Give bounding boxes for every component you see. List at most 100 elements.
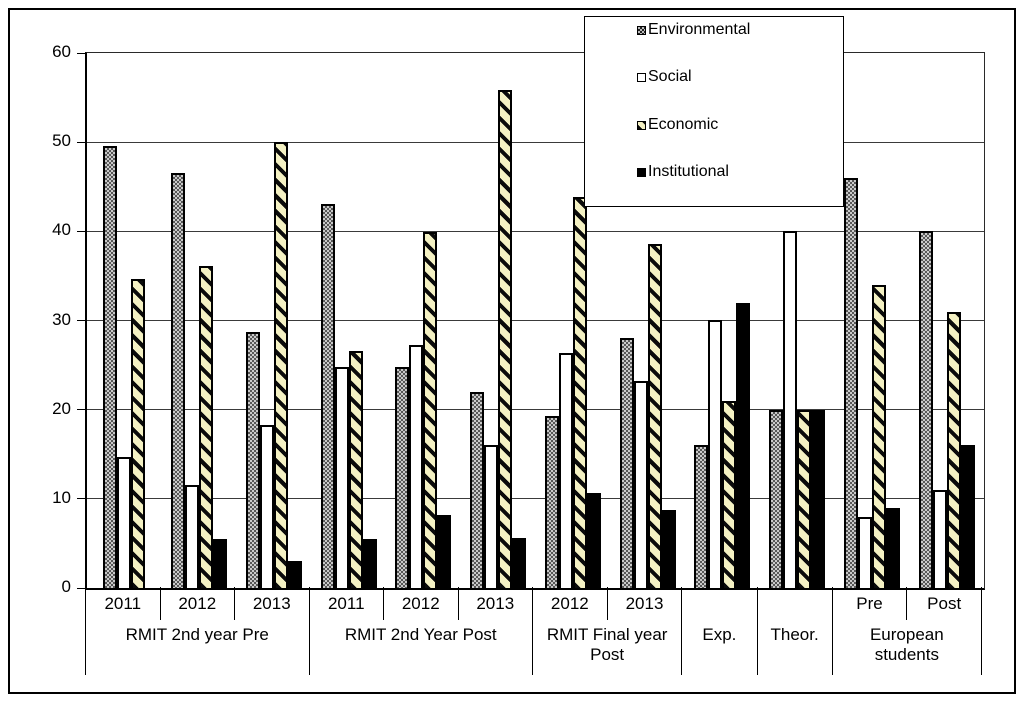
- bar-institutional: [811, 410, 826, 588]
- bar-institutional: [661, 510, 676, 588]
- group-label: Theor.: [770, 625, 819, 644]
- bar-cluster: [311, 53, 386, 588]
- bar-environmental: [395, 367, 410, 588]
- year-label: 2013: [625, 593, 664, 613]
- bar-social: [334, 367, 349, 588]
- legend-box: Environmental Social Economic Institutional: [584, 16, 844, 207]
- year-row: 2012 2013: [533, 587, 681, 620]
- bar-economic: [647, 244, 662, 588]
- bar-cluster: [237, 53, 312, 588]
- bar-cluster: [162, 53, 237, 588]
- bar-economic: [273, 142, 288, 588]
- y-tick-label: 10: [52, 487, 71, 507]
- bar-social: [783, 231, 798, 588]
- bar-environmental: [843, 178, 858, 588]
- year-row: Pre Post: [833, 587, 981, 620]
- bar-environmental: [694, 445, 709, 588]
- bar-environmental: [544, 416, 559, 588]
- group-label: RMIT 2nd Year Post: [344, 625, 497, 644]
- plot-area: [77, 52, 985, 590]
- bar-social: [117, 457, 132, 588]
- year-label: [758, 587, 832, 620]
- bar-social: [259, 425, 274, 588]
- year-label: Pre: [833, 587, 908, 620]
- bar-cluster: [461, 53, 536, 588]
- group-label: RMIT Final year Post: [546, 625, 668, 664]
- bar-social: [409, 345, 424, 588]
- bar-environmental: [619, 338, 634, 588]
- bar-cluster: [835, 53, 910, 588]
- bar-cluster: [87, 53, 162, 588]
- bar-institutional: [586, 493, 601, 588]
- bar-institutional: [437, 515, 452, 588]
- legend-label: Economic: [648, 116, 719, 133]
- bar-economic: [946, 312, 961, 588]
- group-label: RMIT 2nd year Pre: [125, 625, 269, 644]
- gridline: [87, 498, 984, 500]
- bar-environmental: [103, 146, 118, 588]
- y-tick-label: 20: [52, 398, 71, 418]
- legend-label: Social: [648, 68, 692, 85]
- bar-institutional: [736, 303, 751, 588]
- bar-social: [857, 517, 872, 588]
- bar-social: [633, 381, 648, 588]
- y-axis-tick: [77, 230, 85, 232]
- group-label: Exp.: [702, 625, 737, 644]
- bar-social: [484, 445, 499, 588]
- x-axis-group: 2012 2013 RMIT Final year Post: [533, 587, 683, 675]
- bar-social: [558, 353, 573, 588]
- bar-institutional: [287, 561, 302, 588]
- x-axis-group: 2011 2012 2013 RMIT 2nd Year Post: [310, 587, 533, 675]
- y-tick-label: 0: [61, 577, 71, 596]
- legend-item: Economic: [637, 116, 718, 134]
- legend-item: Institutional: [637, 163, 729, 181]
- bar-economic: [199, 266, 214, 588]
- year-label: 2012: [161, 587, 235, 620]
- group-label-row: European students: [833, 620, 981, 675]
- year-label: 2012: [384, 587, 459, 620]
- bars-layer: [87, 53, 984, 588]
- year-label: Post: [927, 593, 962, 613]
- y-axis-tick: [77, 141, 85, 143]
- group-label-row: Theor.: [758, 620, 832, 675]
- y-tick-label: 60: [52, 42, 71, 61]
- bar-social: [708, 320, 723, 588]
- bar-social: [185, 485, 200, 588]
- bar-social: [932, 490, 947, 588]
- bar-environmental: [918, 231, 933, 588]
- x-axis-group: Exp.: [682, 587, 758, 675]
- year-label: 2013: [252, 593, 291, 613]
- bar-economic: [423, 232, 438, 588]
- bar-institutional: [885, 508, 900, 588]
- y-axis-tick: [77, 587, 85, 589]
- y-axis-tick: [77, 52, 85, 54]
- year-label: 2013: [476, 593, 515, 613]
- legend-label: Environmental: [648, 21, 751, 38]
- bar-cluster: [536, 53, 611, 588]
- x-axis: 2011 2012 2013 RMIT 2nd year Pre 2011 2012 201…: [85, 587, 982, 675]
- bar-economic: [722, 401, 737, 588]
- legend-item: Social: [637, 68, 692, 86]
- bar-economic: [348, 351, 363, 588]
- gridline: [87, 230, 984, 232]
- group-label-row: RMIT 2nd Year Post: [310, 620, 533, 675]
- bar-cluster: [610, 53, 685, 588]
- gridline: [87, 320, 984, 321]
- legend-label: Institutional: [648, 163, 729, 180]
- year-label: [682, 587, 756, 620]
- bar-cluster: [760, 53, 835, 588]
- legend-swatch-inst-icon: [637, 167, 646, 177]
- year-row: 2011 2012 2013: [86, 587, 309, 620]
- bar-economic: [498, 90, 513, 588]
- legend-swatch-env-icon: [637, 25, 646, 35]
- group-label-row: RMIT Final year Post: [533, 620, 681, 675]
- year-row: 2011 2012 2013: [310, 587, 533, 620]
- bar-environmental: [470, 392, 485, 588]
- bar-cluster: [909, 53, 984, 588]
- bar-economic: [572, 197, 587, 588]
- group-label-row: Exp.: [682, 620, 756, 675]
- bar-institutional: [213, 539, 228, 588]
- bar-environmental: [320, 204, 335, 588]
- bar-economic: [797, 410, 812, 588]
